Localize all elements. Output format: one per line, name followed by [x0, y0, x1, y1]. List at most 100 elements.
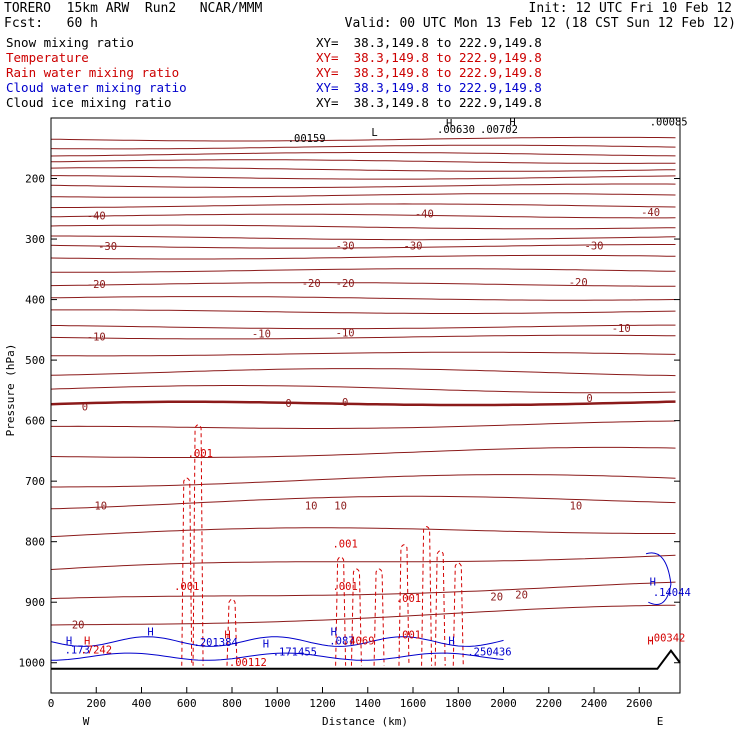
isotherm [50, 144, 676, 150]
x-axis-ticks: 0 200 400 600 800 1000 1200 1400 1600 1800 2000 220… [48, 687, 653, 710]
isotherm [50, 224, 676, 230]
high-marker: H [650, 576, 656, 588]
high-marker: H [84, 636, 90, 648]
high-marker: H [509, 116, 515, 128]
rain-contour [398, 544, 410, 666]
isotherm [50, 244, 676, 249]
terrain [51, 648, 681, 670]
rain-contour [181, 477, 193, 666]
y-tick-label: 600 [25, 415, 45, 428]
temperature-label: -30 [404, 241, 423, 253]
forecast-hour: Fcst: 60 h [4, 17, 98, 31]
temperature-label: 10 [94, 500, 107, 512]
temperature-label: 10 [334, 500, 347, 512]
legend-label: Snow mixing ratio [6, 35, 134, 50]
x-tick-label: 1400 [355, 697, 382, 710]
temperature-contours [50, 136, 676, 626]
legend-label: Cloud water mixing ratio [6, 80, 187, 95]
temperature-label: -10 [252, 329, 271, 341]
y-tick-label: 900 [25, 596, 45, 609]
y-tick-label: 1000 [19, 657, 46, 670]
isotherm [50, 213, 676, 219]
temperature-label: 10 [570, 500, 583, 512]
temperature-label: -40 [415, 209, 434, 221]
rain-value-label: .00342 [647, 633, 685, 645]
terrain-line [51, 648, 681, 670]
legend-label: Rain water mixing ratio [6, 65, 180, 80]
model-name: TORERO [4, 1, 51, 16]
x-tick-label: 2400 [581, 697, 608, 710]
isotherm [50, 495, 676, 510]
isotherm [50, 254, 676, 260]
isotherm [50, 136, 676, 142]
legend-xy: XY= 38.3,149.8 to 222.9,149.8 [316, 35, 542, 50]
isotherm [50, 527, 676, 538]
x-tick-label: 400 [132, 697, 152, 710]
rain-value-label: .001 [174, 581, 199, 593]
high-marker: H [446, 118, 452, 130]
temperature-label: -10 [612, 323, 631, 335]
temperature-label: 10 [305, 500, 318, 512]
cloud-water-contour [50, 652, 504, 661]
isotherm [50, 193, 676, 198]
rain-contour [434, 550, 446, 666]
temperature-label: -10 [336, 327, 355, 339]
cloud-water-label: .250436 [467, 646, 511, 658]
isotherm [50, 152, 676, 157]
cloud-water-contours [50, 552, 672, 661]
east-marker: E [657, 715, 664, 728]
x-tick-label: 600 [177, 697, 197, 710]
high-marker: H [331, 627, 337, 639]
temperature-label: 0 [342, 397, 348, 409]
cloud-water-contour [645, 552, 672, 605]
high-marker: H [66, 636, 72, 648]
y-tick-label: 200 [25, 173, 45, 186]
temperature-label: -20 [87, 279, 106, 291]
legend-xy: XY= 38.3,149.8 to 222.9,149.8 [316, 50, 542, 65]
header-line-1: TORERO 15km ARW Run2 NCAR/MMM [4, 2, 262, 16]
legend-xy: XY= 38.3,149.8 to 222.9,149.8 [316, 65, 542, 80]
isotherm [50, 554, 676, 570]
isotherm [50, 167, 676, 172]
cloud-water-label: .087 [329, 636, 354, 648]
rain-contours [181, 424, 464, 666]
isotherm [50, 351, 676, 357]
temperature-label: 20 [72, 620, 85, 632]
x-tick-label: 200 [86, 697, 106, 710]
fcst-hours: 60 h [66, 16, 98, 31]
rain-max-label: .7242 [80, 645, 112, 657]
isotherm [50, 581, 676, 600]
isotherm [50, 203, 676, 209]
low-marker: L [371, 127, 377, 139]
snow-value-label: .00630 [437, 124, 475, 136]
high-marker: H [263, 639, 269, 651]
run-name: Run2 [144, 1, 177, 16]
rain-value-label: .00112 [229, 657, 267, 669]
x-tick-label: 0 [48, 697, 55, 710]
isotherm [50, 400, 676, 407]
resolution: 15km ARW [66, 1, 130, 16]
rain-value-label: .001 [188, 448, 213, 460]
rain-value-label: .001 [396, 630, 421, 642]
y-tick-label: 700 [25, 475, 45, 488]
temperature-label: 0 [82, 402, 88, 414]
temperature-label: -40 [87, 211, 106, 223]
rain-contour [421, 526, 433, 666]
plot-frame [50, 117, 681, 694]
rain-contour [226, 598, 238, 666]
institution: NCAR/MMM [199, 1, 263, 16]
x-tick-label: 2000 [490, 697, 517, 710]
y-tick-label: 800 [25, 536, 45, 549]
isotherm [50, 446, 676, 458]
temperature-label: -20 [336, 278, 355, 290]
cloud-water-contour [50, 636, 504, 647]
high-marker: H [147, 627, 153, 639]
temperature-label: -20 [569, 277, 588, 289]
isotherm [51, 235, 676, 241]
isotherm [51, 474, 676, 488]
temperature-label: 20 [515, 590, 528, 602]
cloud-water-label: .173 [65, 645, 90, 657]
valid-time: Valid: 00 UTC Mon 13 Feb 12 (18 CST Sun … [344, 16, 736, 31]
isotherm [51, 309, 676, 314]
